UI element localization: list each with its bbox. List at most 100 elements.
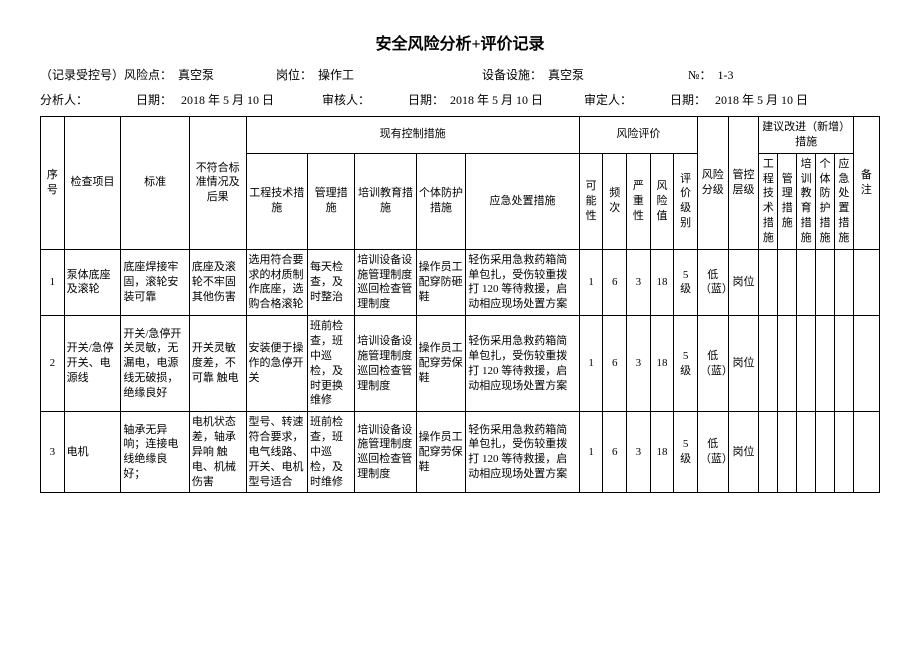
table-cell: 轻伤采用急救药箱简单包扎，受伤较重拨打 120 等待救援，启动相应现场处置方案 (466, 412, 580, 493)
risk-table: 序号 检查项目 标准 不符合标准情况及后果 现有控制措施 风险评价 风险分级 管… (40, 116, 880, 493)
risk-point-label: （记录受控号）风险点： (40, 68, 172, 82)
table-cell (759, 249, 778, 315)
meta-line-2: 分析人： 日期： 2018 年 5 月 10 日 审核人： 日期：2018 年 … (40, 91, 880, 108)
table-cell: 每天检查，及时整治 (307, 249, 354, 315)
table-cell: 岗位 (728, 412, 759, 493)
meta-line-1: （记录受控号）风险点： 真空泵 岗位： 操作工 设备设施： 真空泵 №： 1-3 (40, 66, 880, 83)
table-cell (759, 412, 778, 493)
no-label: №： (688, 68, 711, 82)
table-cell: 3 (627, 249, 651, 315)
table-cell (778, 412, 797, 493)
no-value: 1-3 (717, 68, 733, 82)
risk-point-value: 真空泵 (178, 68, 214, 82)
table-cell: 6 (603, 412, 627, 493)
table-cell: 电机状态差，轴承异响 触电、机械伤害 (189, 412, 246, 493)
table-cell (816, 412, 835, 493)
col-s-mgmt: 管理措施 (778, 153, 797, 249)
table-cell: 6 (603, 249, 627, 315)
table-cell (834, 412, 853, 493)
col-standard: 标准 (121, 117, 190, 250)
table-cell: 轻伤采用急救药箱简单包扎，受伤较重拨打 120 等待救援，启动相应现场处置方案 (466, 316, 580, 412)
col-possibility: 可能性 (579, 153, 603, 249)
table-cell: 6 (603, 316, 627, 412)
position-label: 岗位： (276, 68, 312, 82)
table-cell (778, 316, 797, 412)
col-ctrl-level: 管控层级 (728, 117, 759, 250)
table-cell: 3 (41, 412, 65, 493)
table-cell (759, 316, 778, 412)
date-label-1: 日期： (136, 93, 172, 107)
table-cell: 底座及滚轮不牢固其他伤害 (189, 249, 246, 315)
table-cell: 培训设备设施管理制度 巡回检查管理制度 (355, 249, 416, 315)
equipment-label: 设备设施： (482, 68, 542, 82)
table-cell: 低（蓝） (697, 316, 728, 412)
table-cell: 底座焊接牢固，滚轮安装可靠 (121, 249, 190, 315)
table-cell: 低（蓝） (697, 412, 728, 493)
analyst-label: 分析人： (40, 91, 130, 108)
table-cell (816, 316, 835, 412)
col-eng: 工程技术措施 (246, 153, 307, 249)
date-1: 2018 年 5 月 10 日 (181, 93, 274, 107)
col-risk-val: 风险值 (650, 153, 674, 249)
table-cell: 1 (579, 316, 603, 412)
col-ppe: 个体防护措施 (416, 153, 466, 249)
table-cell: 2 (41, 316, 65, 412)
col-s-eng: 工程技术措施 (759, 153, 778, 249)
table-cell: 1 (579, 412, 603, 493)
col-noncon: 不符合标准情况及后果 (189, 117, 246, 250)
col-control-group: 现有控制措施 (246, 117, 579, 154)
table-cell (834, 249, 853, 315)
table-cell: 5 级 (674, 249, 698, 315)
table-cell: 开关灵敏度差，不可靠 触电 (189, 316, 246, 412)
table-cell: 轻伤采用急救药箱简单包扎，受伤较重拨打 120 等待救援，启动相应现场处置方案 (466, 249, 580, 315)
table-cell: 培训设备设施管理制度 巡回检查管理制度 (355, 412, 416, 493)
table-cell: 低（蓝） (697, 249, 728, 315)
table-row: 3电机轴承无异响；连接电线绝缘良好；电机状态差，轴承异响 触电、机械伤害型号、转… (41, 412, 880, 493)
table-cell (797, 249, 816, 315)
reviewer-label: 审核人： (322, 91, 402, 108)
col-suggest-group: 建议改进（新增）措施 (759, 117, 853, 154)
page-title: 安全风险分析+评价记录 (40, 30, 880, 54)
table-cell (797, 316, 816, 412)
table-cell: 班前检查，班中巡检，及时维修 (307, 412, 354, 493)
table-cell (853, 249, 879, 315)
table-cell: 5 级 (674, 412, 698, 493)
approver-label: 审定人： (584, 91, 664, 108)
col-eval-level: 评价级别 (674, 153, 698, 249)
table-cell (853, 316, 879, 412)
table-cell: 5 级 (674, 316, 698, 412)
col-mgmt: 管理措施 (307, 153, 354, 249)
table-cell: 1 (41, 249, 65, 315)
table-cell (797, 412, 816, 493)
position-value: 操作工 (318, 68, 354, 82)
table-cell: 培训设备设施管理制度 巡回检查管理制度 (355, 316, 416, 412)
table-cell: 岗位 (728, 316, 759, 412)
table-row: 1泵体底座及滚轮底座焊接牢固，滚轮安装可靠底座及滚轮不牢固其他伤害选用符合要求的… (41, 249, 880, 315)
table-cell: 3 (627, 316, 651, 412)
col-train: 培训教育措施 (355, 153, 416, 249)
table-cell: 18 (650, 412, 674, 493)
table-cell: 18 (650, 249, 674, 315)
table-cell: 型号、转速符合要求，电气线路、开关、电机型号适合 (246, 412, 307, 493)
table-cell: 开关/急停开关、电源线 (64, 316, 121, 412)
table-cell: 轴承无异响；连接电线绝缘良好； (121, 412, 190, 493)
table-cell (853, 412, 879, 493)
table-cell: 泵体底座及滚轮 (64, 249, 121, 315)
col-eval-group: 风险评价 (579, 117, 697, 154)
col-severity: 严重性 (627, 153, 651, 249)
table-cell: 18 (650, 316, 674, 412)
col-s-train: 培训教育措施 (797, 153, 816, 249)
table-cell: 选用符合要求的材质制作底座，选购合格滚轮 (246, 249, 307, 315)
col-seq: 序号 (41, 117, 65, 250)
table-cell: 1 (579, 249, 603, 315)
table-cell: 岗位 (728, 249, 759, 315)
table-cell: 班前检查，班中巡检，及时更换维修 (307, 316, 354, 412)
table-cell (778, 249, 797, 315)
table-cell: 开关/急停开关灵敏，无漏电，电源线无破损，绝缘良好 (121, 316, 190, 412)
table-cell: 操作员工配穿防砸鞋 (416, 249, 466, 315)
equipment-value: 真空泵 (548, 68, 584, 82)
table-cell: 操作员工配穿劳保鞋 (416, 412, 466, 493)
date-2: 2018 年 5 月 10 日 (450, 93, 543, 107)
col-emergency: 应急处置措施 (466, 153, 580, 249)
col-s-ppe: 个体防护措施 (816, 153, 835, 249)
